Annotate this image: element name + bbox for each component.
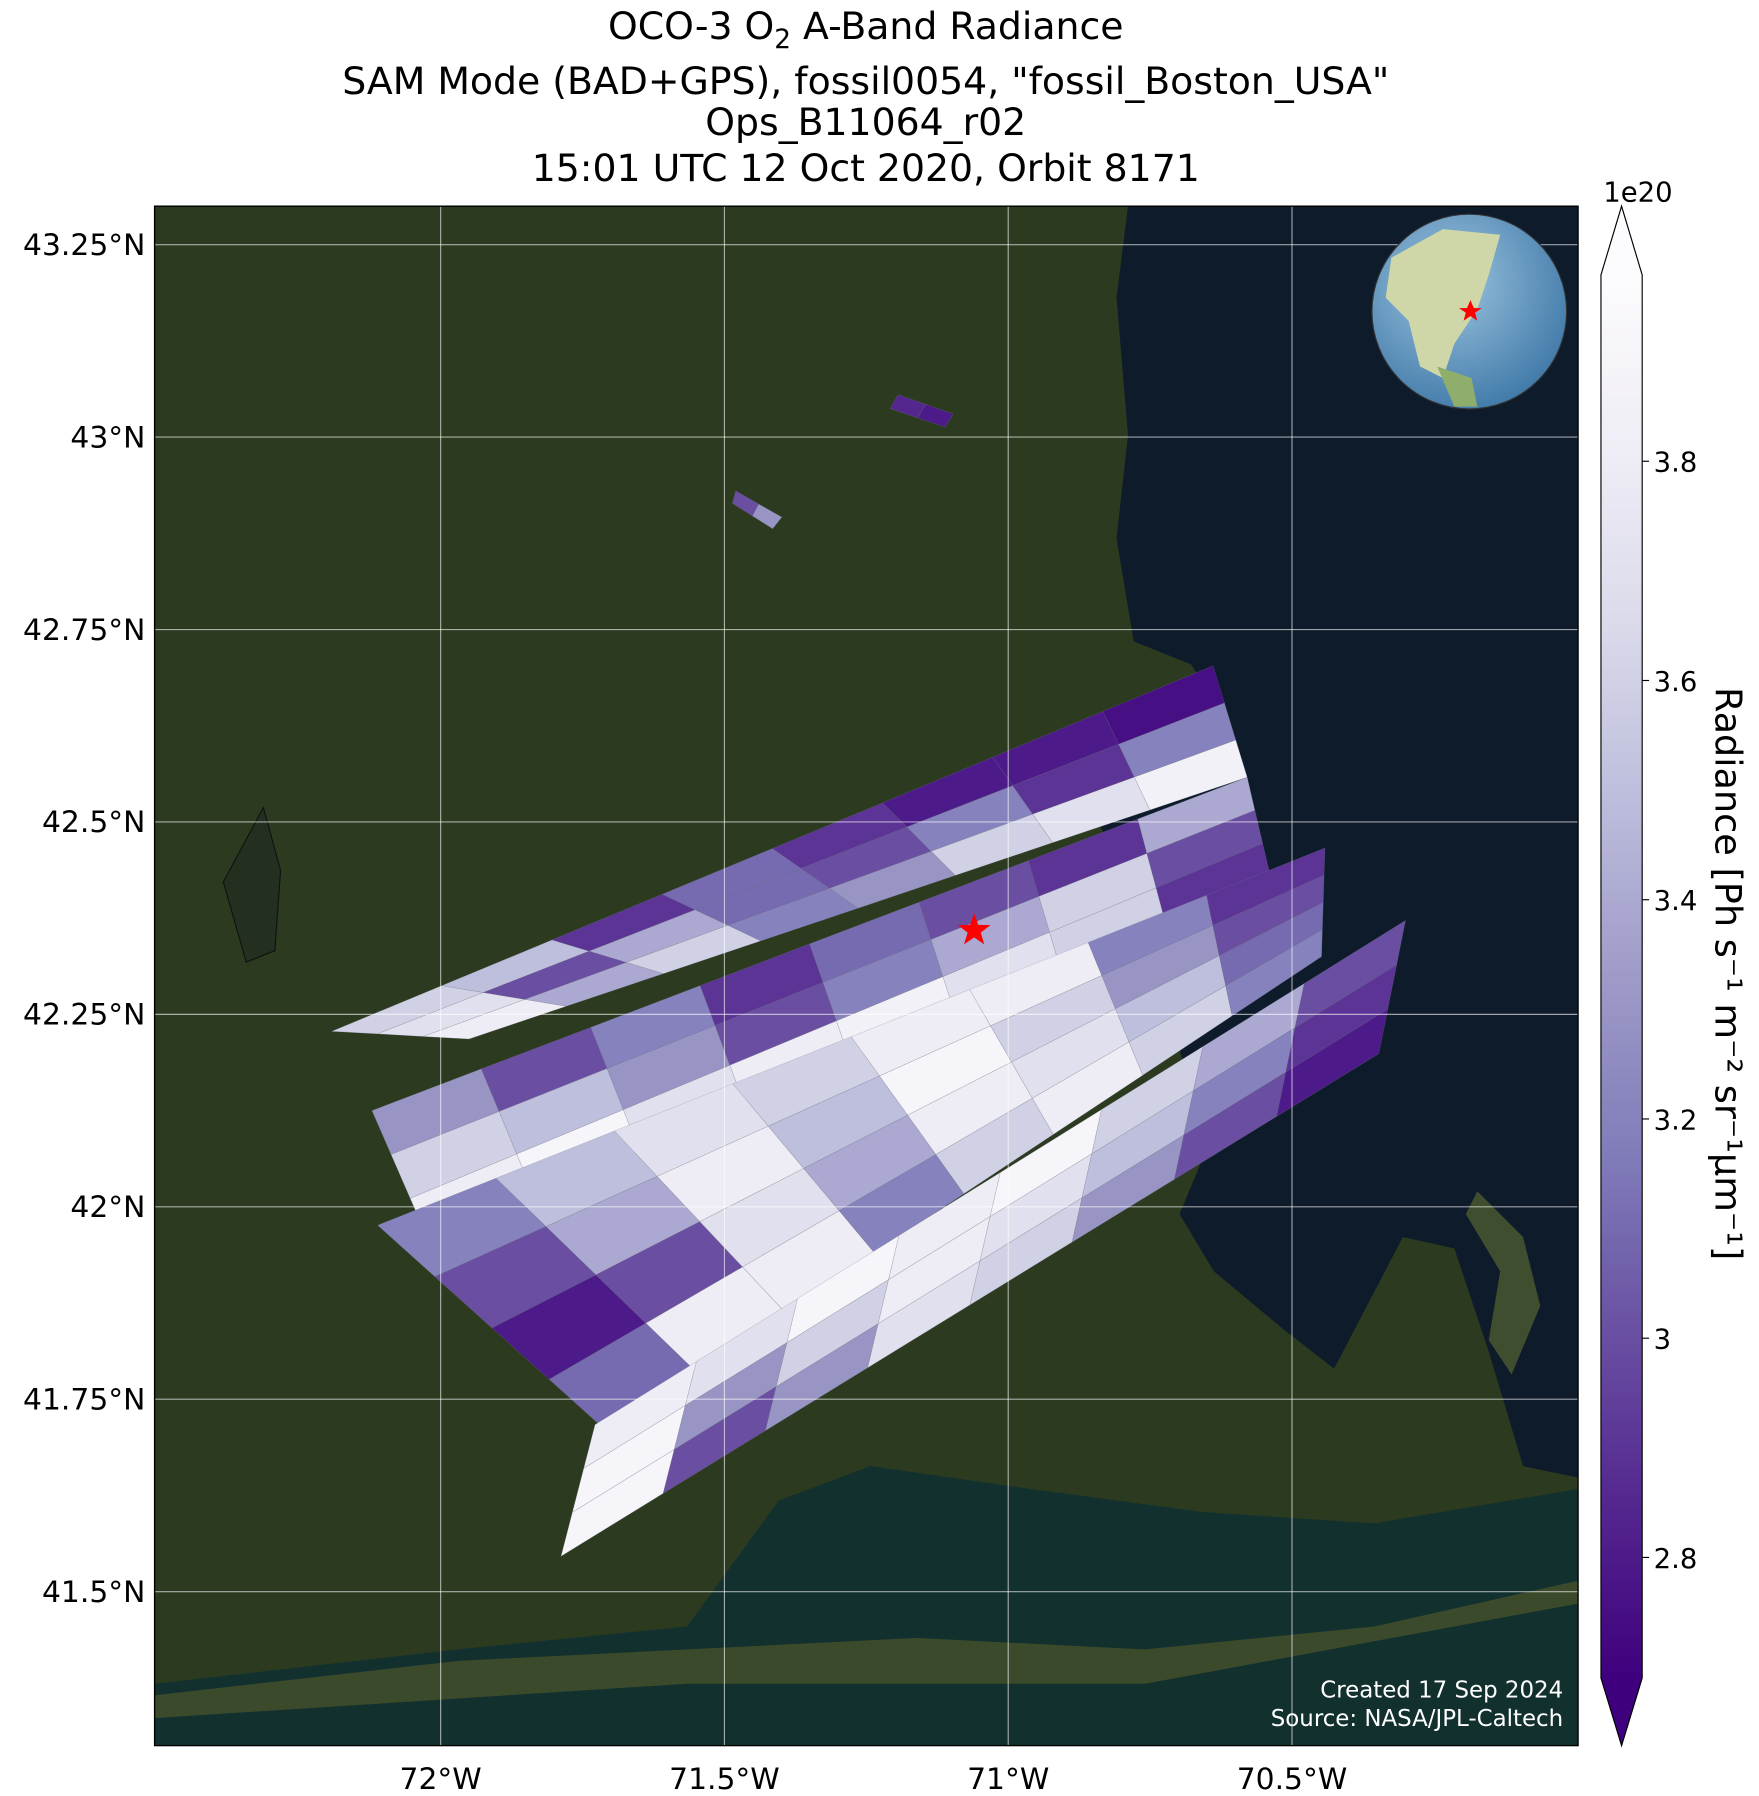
colorbar-body (1600, 274, 1643, 1679)
y-tick-label: 41.5°N (42, 1575, 145, 1610)
swath-cell (917, 403, 954, 428)
grid: 72°W 71.5°W 71°W 70.5°W 41.5°N 41.75°N 42°N 42.… (23, 206, 1579, 1796)
swath-cell (1276, 1008, 1389, 1118)
colorbar-offset: 1e20 (1603, 177, 1672, 209)
inset-globe (1371, 213, 1568, 410)
y-tick-label: 42.75°N (23, 613, 145, 648)
ocean (1099, 206, 1579, 1478)
swath-cell (1225, 928, 1323, 1017)
island (154, 1580, 1579, 1719)
title-part: OCO-3 O (608, 4, 774, 48)
title-subscript: 2 (774, 25, 791, 55)
root: OCO-3 O2 A-Band Radiance SAM Mode (BAD+G… (23, 4, 1749, 1796)
colorbar-extend-top (1600, 206, 1643, 275)
x-tick-label: 71.5°W (669, 1762, 780, 1796)
colorbar-outline (1600, 204, 1643, 1748)
colorbar-label: Radiance [Ph s⁻¹ m⁻² sr⁻¹μm⁻¹] (1706, 687, 1749, 1260)
subtitle: Ops_B11064_r02 (705, 100, 1026, 144)
y-tick-label: 42.5°N (42, 805, 145, 840)
colorbar-tick-label: 2.8 (1654, 1543, 1698, 1575)
y-tick-label: 43°N (70, 420, 145, 455)
title-part: A-Band Radiance (791, 4, 1123, 48)
credit: Source: NASA/JPL-Caltech (1271, 1706, 1563, 1732)
map-frame (153, 205, 1579, 1747)
y-tick-label: 42°N (70, 1190, 145, 1225)
x-tick-label: 71°W (967, 1762, 1049, 1796)
y-tick-label: 43.25°N (23, 228, 145, 263)
colorbar-tick-label: 3.2 (1654, 1104, 1698, 1136)
colorbar-tick-label: 3.4 (1654, 885, 1698, 917)
colorbar-tick-label: 3.8 (1654, 447, 1698, 479)
globe-star (1458, 300, 1482, 321)
colorbar-extend-bottom (1600, 1678, 1643, 1746)
colorbar: 2.8 3 3.2 3.4 3.6 3.8 (1600, 204, 1698, 1748)
target-marker (957, 913, 991, 945)
cape (1465, 1191, 1541, 1375)
credit: Created 17 Sep 2024 (1320, 1677, 1563, 1703)
reservoir (222, 805, 282, 963)
colorbar-tick-label: 3.6 (1654, 666, 1698, 698)
globe-land (1385, 229, 1501, 378)
x-tick-label: 72°W (400, 1762, 482, 1796)
swaths (331, 394, 1406, 1557)
swath-cell (752, 503, 783, 530)
x-tick-label: 70.5°W (1237, 1762, 1348, 1796)
chart-title: OCO-3 O2 A-Band Radiance (608, 4, 1124, 55)
subtitle: 15:01 UTC 12 Oct 2020, Orbit 8171 (532, 146, 1200, 190)
subtitle: SAM Mode (BAD+GPS), fossil0054, "fossil_… (342, 59, 1389, 103)
colorbar-tick-label: 3 (1654, 1324, 1671, 1356)
y-tick-label: 42.25°N (23, 998, 145, 1033)
y-tick-label: 41.75°N (23, 1383, 145, 1418)
